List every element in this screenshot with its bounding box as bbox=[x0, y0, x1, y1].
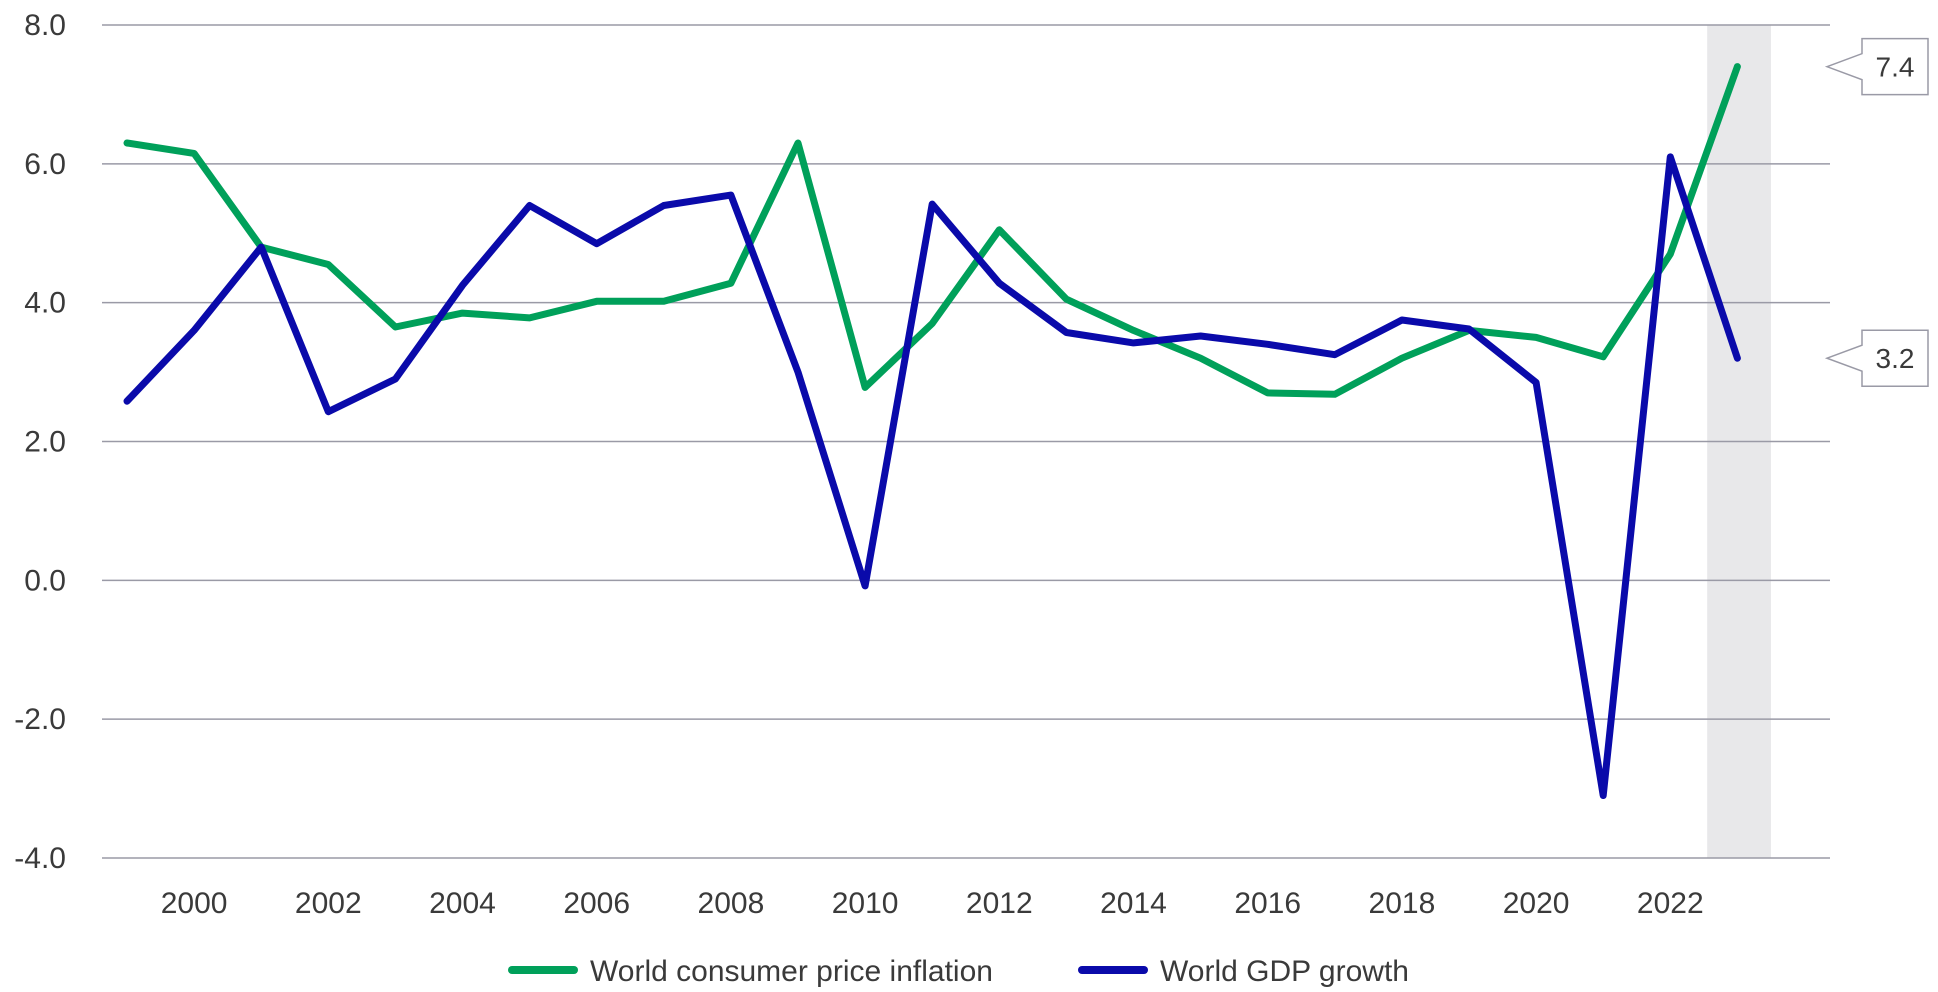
legend-item: World GDP growth bbox=[1078, 955, 1409, 988]
x-tick-label: 2000 bbox=[161, 887, 228, 920]
y-tick-label: 4.0 bbox=[24, 287, 66, 320]
x-tick-label: 2018 bbox=[1369, 887, 1436, 920]
x-tick-label: 2002 bbox=[295, 887, 362, 920]
legend-label: World GDP growth bbox=[1160, 955, 1409, 988]
gridlines bbox=[102, 24, 1830, 859]
y-tick-label: 2.0 bbox=[24, 426, 66, 459]
x-tick-label: 2008 bbox=[698, 887, 765, 920]
legend-label: World consumer price inflation bbox=[590, 955, 993, 988]
y-tick-label: 8.0 bbox=[24, 9, 66, 42]
series-lines bbox=[123, 63, 1741, 799]
y-tick-label: 0.0 bbox=[24, 564, 66, 597]
x-tick-label: 2010 bbox=[832, 887, 899, 920]
callout-label: 3.2 bbox=[1876, 343, 1915, 374]
x-tick-label: 2004 bbox=[429, 887, 496, 920]
y-tick-label: 6.0 bbox=[24, 148, 66, 181]
x-tick-label: 2016 bbox=[1234, 887, 1301, 920]
legend: World consumer price inflation World GDP … bbox=[508, 955, 1409, 988]
x-tick-label: 2022 bbox=[1637, 887, 1704, 920]
x-tick-label: 2014 bbox=[1100, 887, 1167, 920]
callout-label: 7.4 bbox=[1876, 52, 1915, 83]
callout: 7.4 bbox=[1824, 37, 1929, 96]
callout-box bbox=[1824, 37, 1929, 96]
x-axis-ticks: 2000 2002 2004 2006 2008 2010 2012 2014 2016 2018… bbox=[161, 887, 1704, 920]
series-line-gdp-growth bbox=[123, 153, 1741, 799]
series-line-inflation bbox=[123, 63, 1741, 398]
x-tick-label: 2006 bbox=[563, 887, 630, 920]
y-tick-label: -4.0 bbox=[14, 842, 66, 875]
legend-item: World consumer price inflation bbox=[508, 955, 993, 988]
x-tick-label: 2012 bbox=[966, 887, 1033, 920]
x-tick-label: 2020 bbox=[1503, 887, 1570, 920]
value-callouts: 7.4 3.2 bbox=[1824, 37, 1929, 387]
y-axis-ticks: 8.0 6.0 4.0 2.0 0.0 -2.0 -4.0 bbox=[14, 9, 66, 875]
callout-box bbox=[1824, 329, 1929, 387]
callout: 3.2 bbox=[1824, 329, 1929, 387]
y-tick-label: -2.0 bbox=[14, 703, 66, 736]
